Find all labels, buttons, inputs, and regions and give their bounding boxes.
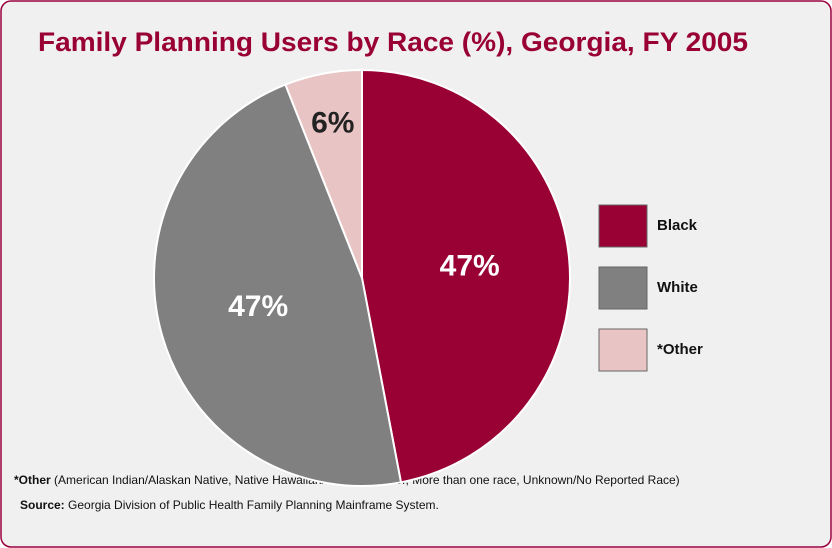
pie-slice [284, 68, 363, 279]
source: Source: Georgia Division of Public Healt… [20, 498, 439, 512]
legend-label: White [657, 279, 698, 296]
source-text: Georgia Division of Public Health Family… [68, 498, 439, 512]
legend-swatch [598, 266, 648, 310]
value-label: 47% [228, 290, 288, 323]
pie-slice [361, 68, 571, 484]
legend-label: *Other [657, 341, 703, 358]
value-label: 6% [311, 107, 354, 140]
chart-title: Family Planning Users by Race (%), Georg… [38, 27, 748, 57]
legend-swatch [598, 204, 648, 248]
legend-label: Black [657, 217, 698, 234]
pie-slice [152, 83, 403, 487]
source-label: Source: [20, 498, 65, 512]
footnote-label: *Other [14, 473, 51, 487]
legend-swatch [598, 328, 648, 372]
value-label: 47% [440, 250, 500, 283]
